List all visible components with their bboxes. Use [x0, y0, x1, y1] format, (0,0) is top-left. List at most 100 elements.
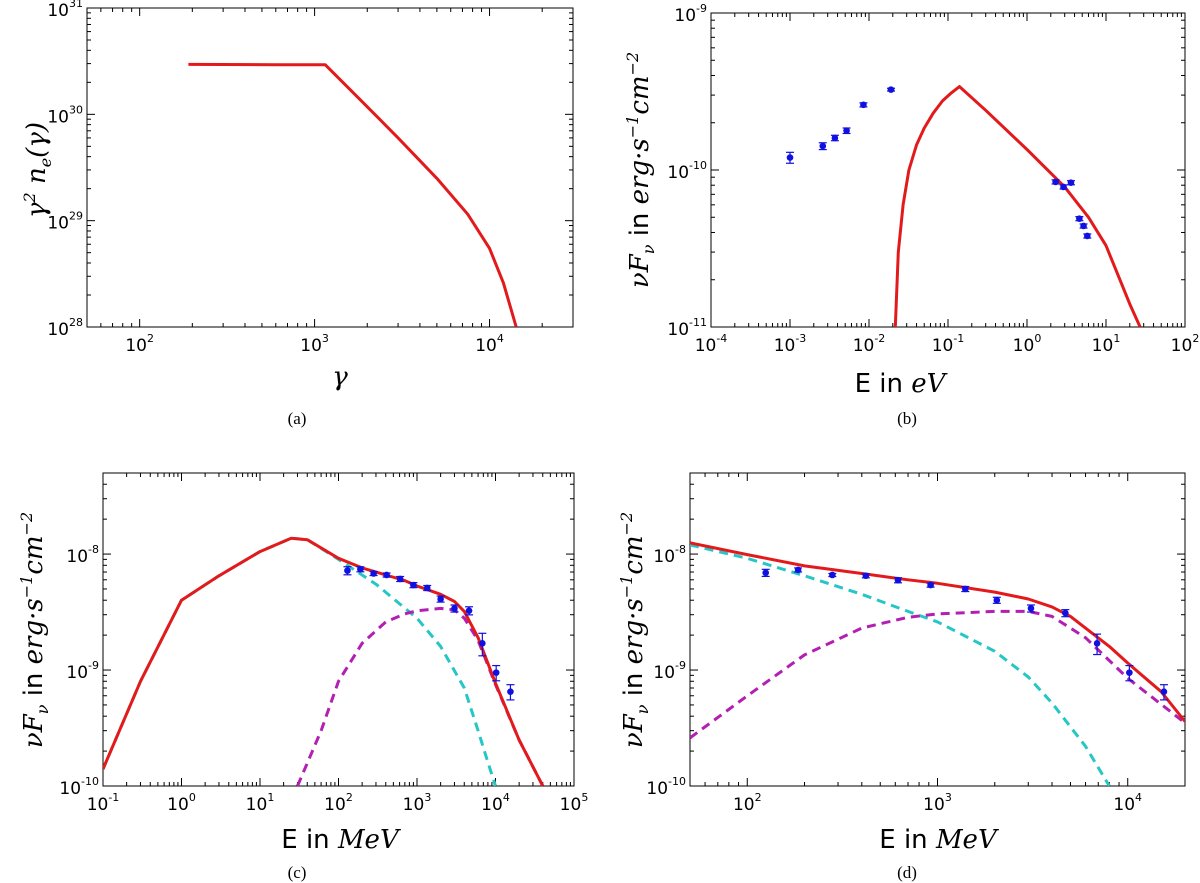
data-point — [831, 134, 839, 142]
y-tick-label: 1029 — [47, 210, 83, 234]
plot-area-c: 10-1 100 101 102 103 104 105 10-10 10-9 10-8 — [59, 472, 588, 815]
y-tick-label: 1030 — [47, 103, 83, 127]
x-axis-label-a: γ — [332, 362, 348, 392]
plot-frame-c — [102, 472, 575, 787]
data-point — [383, 571, 390, 579]
x-tick-label: 103 — [403, 791, 432, 815]
plot-frame-b — [710, 12, 1186, 328]
y-tick-label: 1031 — [47, 0, 83, 21]
total-model-curve — [188, 62, 518, 327]
x-tick-label: 10-2 — [853, 332, 886, 356]
data-point — [927, 581, 934, 589]
ticks-a — [86, 7, 574, 328]
y-tick-label: 10-8 — [653, 543, 686, 567]
data-point — [1052, 178, 1059, 186]
y-tick-label: 10-11 — [667, 316, 707, 340]
x-axis-label-d: E in MeV — [879, 825, 999, 855]
data-point — [860, 101, 867, 109]
series-group-a — [188, 62, 518, 327]
data-point — [1126, 669, 1133, 676]
data-point — [465, 607, 473, 614]
ticks-b — [710, 12, 1186, 328]
x-tick-label: 10-1 — [932, 332, 965, 356]
caption-d: (d) — [897, 863, 917, 882]
x-tick-label: 100 — [167, 791, 196, 815]
y-axis-label-c: νFν in erg·s−1cm−2 — [17, 512, 52, 748]
y-tick-label: 1028 — [47, 316, 83, 340]
data-point — [843, 127, 850, 134]
y-axis-label-d: νFν in erg·s−1cm−2 — [617, 512, 652, 748]
data-point — [451, 605, 458, 612]
total-model-curve — [690, 541, 1185, 723]
data-point — [370, 570, 377, 577]
data-point — [961, 585, 969, 593]
data-point — [507, 688, 514, 696]
data-point — [1093, 640, 1101, 647]
x-tick-label: 102 — [1171, 332, 1200, 356]
data-point — [829, 571, 836, 579]
data-point — [794, 566, 802, 574]
panel-d: 102 103 104 10-10 10-9 10-8 E in MeV νFν in e… — [617, 472, 1186, 882]
plot-frame-d — [689, 472, 1186, 787]
x-tick-label: 101 — [246, 791, 275, 815]
data-point — [1160, 688, 1168, 696]
x-tick-label: 104 — [1113, 791, 1142, 815]
y-tick-label: 10-10 — [646, 775, 686, 799]
data-point — [479, 640, 486, 647]
total-model-curve — [893, 85, 1142, 327]
data-point — [887, 86, 895, 93]
plot-area-b: 10-4 10-3 10-2 10-1 100 101 102 10-11 10-10 10-9 — [667, 2, 1199, 356]
data-point — [1080, 222, 1087, 230]
data-point — [344, 567, 351, 574]
data-point — [1027, 605, 1035, 612]
data-point — [786, 154, 794, 161]
caption-b: (b) — [897, 409, 917, 428]
data-point — [423, 584, 431, 592]
y-tick-label: 10-9 — [66, 659, 99, 683]
x-tick-label: 10-4 — [695, 332, 728, 356]
plot-frame-a — [86, 7, 574, 328]
data-point — [993, 596, 1001, 604]
dashed-model-curve — [690, 543, 1111, 786]
data-point — [1067, 179, 1075, 187]
x-tick-label: 102 — [125, 332, 154, 356]
data-point — [410, 581, 417, 589]
y-axis-label-b: νFν in erg·s−1cm−2 — [623, 52, 658, 288]
series-group-d — [690, 541, 1185, 786]
x-tick-label: 102 — [733, 791, 762, 815]
x-tick-label: 104 — [481, 791, 510, 815]
data-point — [492, 669, 500, 676]
x-axis-label-c: E in MeV — [281, 825, 401, 855]
x-tick-label: 104 — [475, 332, 504, 356]
plot-area-d: 102 103 104 10-10 10-9 10-8 — [646, 472, 1186, 815]
data-point — [1062, 609, 1069, 617]
panel-c: 10-1 100 101 102 103 104 105 10-10 10-9 10-8 E in… — [17, 472, 588, 882]
data-point — [437, 595, 444, 603]
ticks-d — [689, 472, 1186, 787]
series-group-c — [103, 536, 545, 786]
plot-area-a: 102 103 104 1028 1029 1030 1031 — [47, 0, 574, 356]
y-tick-label: 10-10 — [59, 775, 99, 799]
y-tick-label: 10-10 — [667, 159, 707, 183]
x-tick-label: 103 — [923, 791, 952, 815]
x-axis-label-b: E in eV — [855, 369, 948, 399]
caption-c: (c) — [288, 863, 307, 882]
panel-b: 10-4 10-3 10-2 10-1 100 101 10210-1110-1010-9 … — [623, 2, 1199, 428]
y-axis-label-a: γ2 ne(γ) — [20, 122, 55, 218]
caption-a: (a) — [288, 409, 307, 428]
data-point — [1076, 215, 1083, 222]
y-tick-label: 10-8 — [66, 543, 99, 567]
data-point — [1060, 183, 1067, 191]
data-point — [819, 142, 827, 150]
y-tick-label: 10-9 — [674, 2, 707, 26]
data-point — [894, 576, 902, 584]
x-tick-label: 10-1 — [87, 791, 120, 815]
x-tick-label: 10-3 — [774, 332, 807, 356]
y-tick-label: 10-9 — [653, 659, 686, 683]
data-point — [1084, 232, 1091, 240]
panel-a: 102 103 104 1028 1029 1030 1031 γ γ2 ne(γ) (a) — [20, 0, 574, 428]
data-point — [396, 575, 404, 583]
x-tick-label: 103 — [300, 332, 329, 356]
data-point — [862, 572, 870, 580]
